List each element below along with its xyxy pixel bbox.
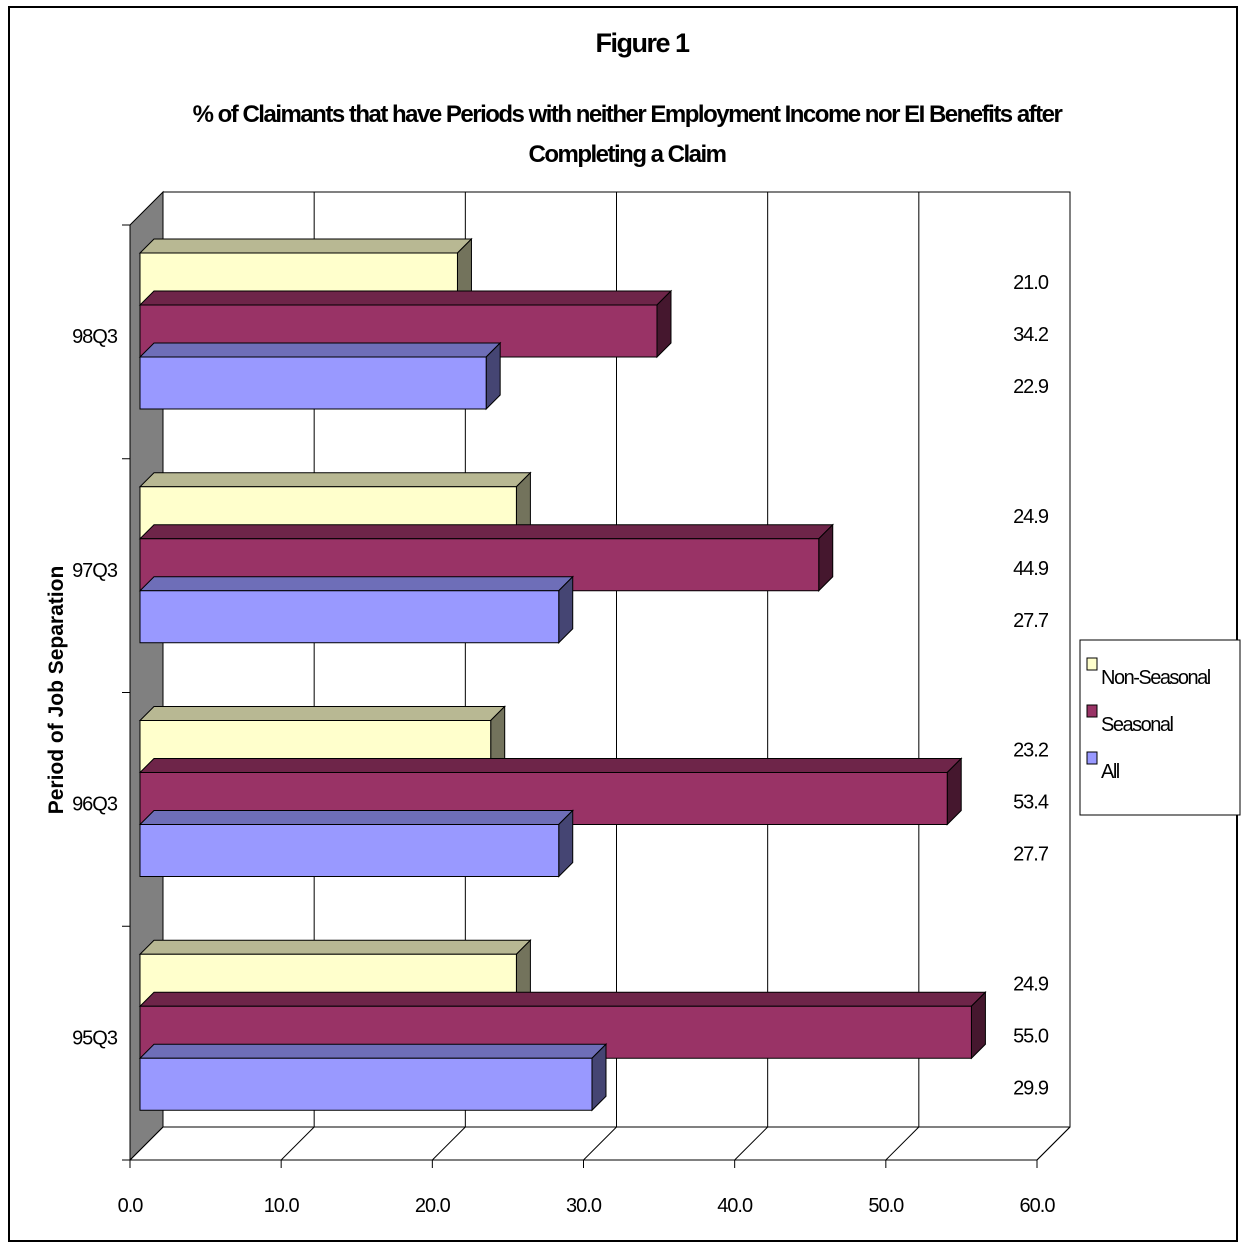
bar-top-face	[138, 524, 834, 540]
figure-label: Figure 1	[595, 28, 690, 58]
bar-all-98q3	[139, 356, 487, 410]
bar-top-face	[138, 810, 574, 825]
floor-gridline	[129, 1126, 164, 1161]
x-tick-label: 20.0	[415, 1195, 451, 1217]
legend-entry: All	[1101, 761, 1120, 783]
bar-top-face	[138, 939, 532, 955]
floor-right-edge	[1036, 1126, 1071, 1161]
y-tick-label: 96Q3	[72, 794, 118, 816]
data-label: 55.0	[1013, 1025, 1049, 1047]
data-label: 24.9	[1013, 973, 1049, 995]
bar-top-face	[138, 1043, 608, 1059]
bar-all-95q3	[139, 1057, 593, 1111]
plot-area: 0.0 10.0 20.0 30.0 40.0 50.0 60.0 98Q3 21.0 34.2 2…	[72, 190, 1071, 1217]
bar-top-face	[138, 576, 574, 592]
floor-gridline	[280, 1126, 315, 1161]
legend-entry: Non-Seasonal	[1101, 667, 1211, 689]
bar-all-96q3	[139, 824, 560, 877]
bar-top-face	[138, 238, 473, 254]
y-tick-label: 97Q3	[72, 560, 118, 582]
bar-top-face	[138, 472, 532, 488]
legend: Non-Seasonal Seasonal All	[1079, 639, 1241, 816]
data-label: 21.0	[1013, 272, 1049, 294]
bar-top-face	[138, 758, 963, 773]
x-tick-label: 60.0	[1020, 1195, 1056, 1217]
x-tick-label: 10.0	[264, 1195, 300, 1217]
data-label: 23.2	[1013, 740, 1049, 762]
chart-title-line-1: % of Claimants that have Periods with ne…	[193, 101, 1063, 128]
legend-swatch	[1086, 704, 1098, 718]
data-label: 29.9	[1013, 1077, 1049, 1099]
bar-top-face	[138, 991, 987, 1007]
data-label: 27.7	[1013, 844, 1049, 866]
x-tick-label: 40.0	[717, 1195, 753, 1217]
data-label: 53.4	[1013, 792, 1049, 814]
data-label: 22.9	[1013, 376, 1049, 398]
data-label: 27.7	[1013, 610, 1049, 632]
legend-swatch	[1086, 657, 1098, 671]
bar-top-face	[138, 706, 506, 721]
data-label: 44.9	[1013, 558, 1049, 580]
y-tick-label: 98Q3	[72, 326, 118, 348]
legend-swatch	[1086, 751, 1098, 765]
bar-top-face	[138, 342, 502, 358]
floor-gridline	[885, 1126, 920, 1161]
x-tick-label: 0.0	[118, 1195, 144, 1217]
floor-gridline	[734, 1126, 769, 1161]
x-tick-label: 50.0	[868, 1195, 904, 1217]
legend-box	[1079, 639, 1241, 816]
data-label: 24.9	[1013, 506, 1049, 528]
floor-gridline	[431, 1126, 466, 1161]
bar-top-face	[138, 290, 673, 306]
legend-entry: Seasonal	[1101, 714, 1173, 736]
y-axis-label: Period of Job Separation	[45, 566, 68, 815]
floor-gridline	[583, 1126, 617, 1161]
data-label: 34.2	[1013, 324, 1049, 346]
bar-all-97q3	[139, 590, 560, 644]
x-tick-label: 30.0	[566, 1195, 602, 1217]
chart-title-line-2: Completing a Claim	[528, 141, 725, 168]
y-tick-label: 95Q3	[72, 1027, 118, 1049]
